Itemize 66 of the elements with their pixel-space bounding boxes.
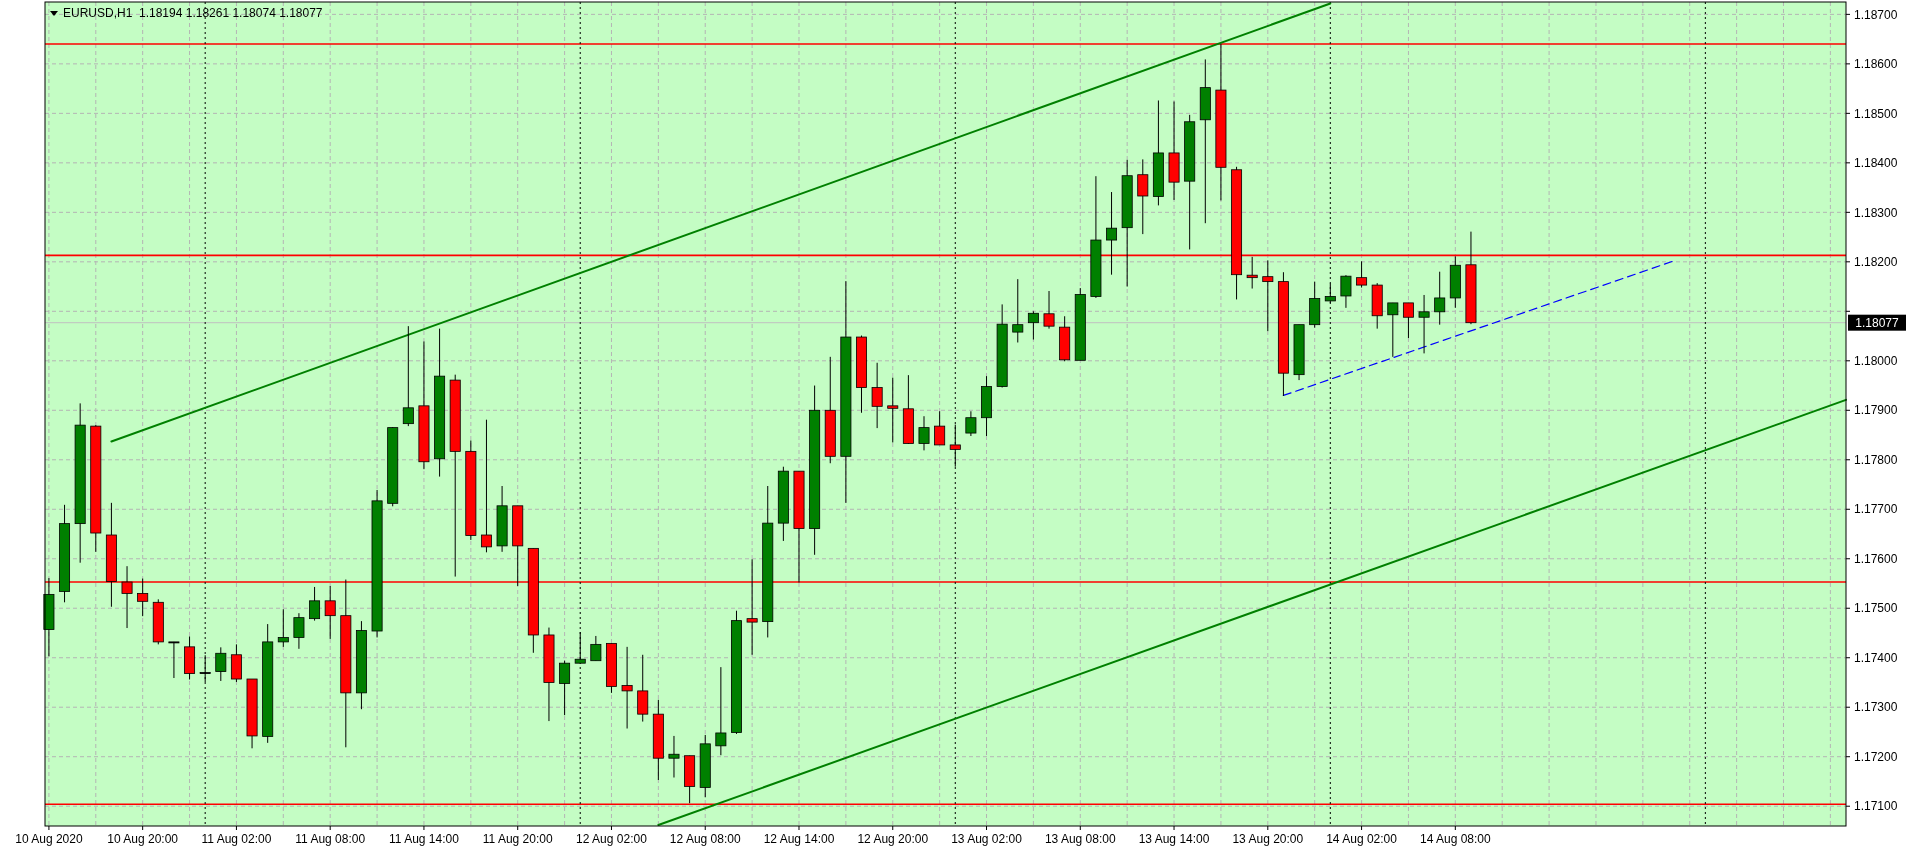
candlestick — [1418, 294, 1430, 354]
y-tick-label: 1.17300 — [1854, 700, 1898, 715]
candlestick — [277, 608, 289, 648]
y-tick-label: 1.18400 — [1854, 156, 1898, 171]
x-tick-label: 14 Aug 02:00 — [1326, 832, 1398, 846]
candlestick — [1027, 310, 1039, 341]
candlestick — [559, 660, 571, 716]
y-tick-label: 1.18200 — [1854, 255, 1898, 270]
candlestick — [1387, 302, 1399, 358]
x-tick-label: 12 Aug 20:00 — [857, 832, 929, 846]
candlestick — [1043, 290, 1055, 330]
candlestick — [1106, 191, 1118, 276]
x-tick-label: 12 Aug 08:00 — [669, 832, 741, 846]
candlestick — [215, 646, 227, 682]
candlestick — [1012, 278, 1024, 343]
candlestick — [934, 410, 946, 446]
candlestick — [1262, 259, 1274, 332]
chart-title: EURUSD,H1 1.18194 1.18261 1.18074 1.18077 — [63, 6, 323, 20]
candlestick — [402, 325, 414, 427]
candlestick — [1356, 260, 1368, 289]
candlestick — [1137, 158, 1149, 235]
x-tick-label: 11 Aug 20:00 — [482, 832, 553, 846]
candlestick — [480, 419, 492, 553]
candlestick — [621, 646, 633, 730]
candlestick — [293, 612, 305, 650]
candlestick — [918, 415, 930, 451]
y-tick-label: 1.18700 — [1854, 7, 1898, 22]
candlestick — [324, 585, 336, 640]
x-tick-label: 12 Aug 14:00 — [763, 832, 835, 846]
x-tick-label: 11 Aug 14:00 — [389, 832, 460, 846]
candlestick — [887, 377, 899, 443]
candlestick — [1434, 271, 1446, 326]
x-tick-label: 10 Aug 20:00 — [107, 832, 179, 846]
y-tick-label: 1.18500 — [1854, 106, 1898, 121]
x-tick-label: 12 Aug 02:00 — [576, 832, 648, 846]
ref-line-label: 1.18077 — [1855, 315, 1900, 330]
y-tick-label: 1.17900 — [1854, 403, 1898, 418]
y-tick-label: 1.18000 — [1854, 354, 1898, 368]
candlestick — [1340, 274, 1352, 309]
x-tick-label: 11 Aug 02:00 — [201, 832, 272, 846]
candlestick — [1402, 302, 1414, 339]
x-tick-label: 13 Aug 02:00 — [951, 832, 1023, 846]
candlestick — [965, 410, 977, 437]
y-tick-label: 1.17800 — [1854, 452, 1898, 467]
y-tick-label: 1.18300 — [1854, 205, 1898, 220]
y-tick-label: 1.17100 — [1854, 799, 1898, 814]
y-tick-label: 1.17200 — [1854, 749, 1898, 764]
candlestick — [871, 362, 883, 429]
candlestick — [590, 635, 602, 662]
x-tick-label: 13 Aug 08:00 — [1044, 832, 1116, 846]
y-tick-label: 1.17600 — [1854, 551, 1898, 566]
candlestick — [637, 654, 649, 723]
y-tick-label: 1.17500 — [1854, 601, 1898, 616]
x-tick-label: 10 Aug 2020 — [15, 832, 83, 846]
candlestick — [309, 586, 321, 622]
y-tick-label: 1.17700 — [1854, 502, 1898, 517]
candlestick — [668, 735, 680, 778]
candlestick — [574, 631, 586, 664]
x-tick-label: 13 Aug 14:00 — [1138, 832, 1210, 846]
candlestick — [715, 666, 727, 756]
y-tick-label: 1.17400 — [1854, 650, 1898, 665]
x-tick-label: 14 Aug 08:00 — [1419, 832, 1492, 846]
x-tick-label: 13 Aug 20:00 — [1232, 832, 1304, 846]
y-tick-label: 1.18600 — [1854, 57, 1898, 72]
x-tick-label: 11 Aug 08:00 — [295, 832, 366, 846]
candlestick — [168, 641, 180, 679]
